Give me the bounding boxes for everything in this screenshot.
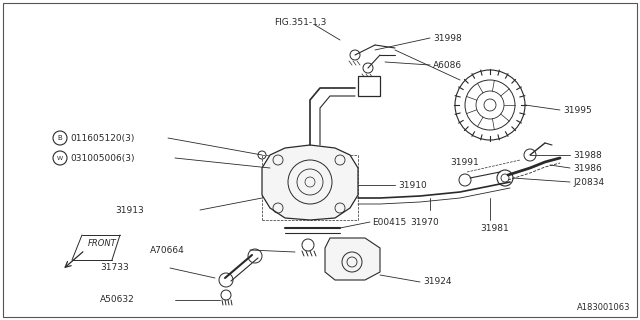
Text: 31986: 31986 [573, 164, 602, 172]
Text: 31924: 31924 [423, 277, 451, 286]
Text: W: W [57, 156, 63, 161]
Text: E00415: E00415 [372, 218, 406, 227]
Polygon shape [262, 145, 358, 220]
FancyBboxPatch shape [358, 76, 380, 96]
Text: J20834: J20834 [573, 178, 604, 187]
Text: 31991: 31991 [450, 157, 479, 166]
Text: A183001063: A183001063 [577, 303, 630, 312]
Text: FRONT: FRONT [88, 238, 116, 247]
Polygon shape [325, 238, 380, 280]
Text: A50632: A50632 [100, 295, 135, 305]
Text: A70664: A70664 [150, 245, 185, 254]
Text: B: B [58, 135, 62, 141]
Text: 31988: 31988 [573, 150, 602, 159]
Text: A6086: A6086 [433, 60, 462, 69]
Text: 011605120(3): 011605120(3) [70, 133, 134, 142]
Text: FIG.351-1,3: FIG.351-1,3 [274, 18, 326, 27]
Text: 031005006(3): 031005006(3) [70, 154, 134, 163]
Text: 31981: 31981 [480, 223, 509, 233]
Text: 31910: 31910 [398, 180, 427, 189]
Text: 31733: 31733 [100, 263, 129, 273]
Text: 31970: 31970 [411, 218, 440, 227]
Text: 31998: 31998 [433, 34, 461, 43]
Text: 31913: 31913 [115, 205, 144, 214]
Text: 31995: 31995 [563, 106, 592, 115]
